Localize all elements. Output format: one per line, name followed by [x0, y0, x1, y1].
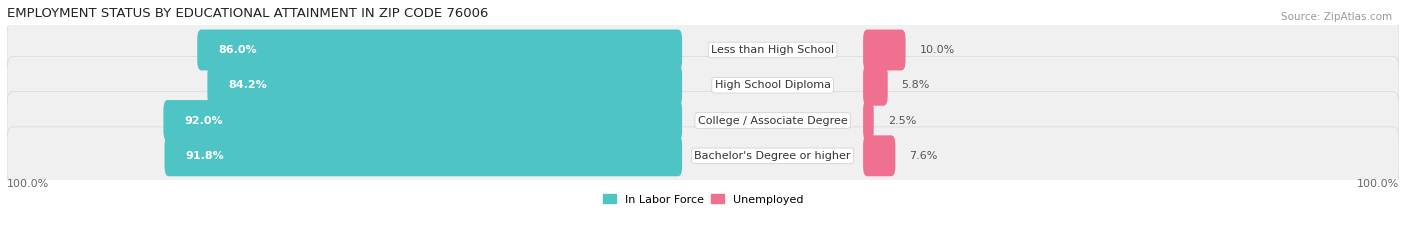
Text: 91.8%: 91.8% — [186, 151, 224, 161]
FancyBboxPatch shape — [863, 100, 873, 141]
Text: High School Diploma: High School Diploma — [714, 80, 831, 90]
Legend: In Labor Force, Unemployed: In Labor Force, Unemployed — [598, 190, 808, 209]
Text: 84.2%: 84.2% — [228, 80, 267, 90]
Text: 92.0%: 92.0% — [184, 116, 224, 126]
FancyBboxPatch shape — [165, 135, 682, 176]
FancyBboxPatch shape — [7, 21, 1399, 79]
FancyBboxPatch shape — [208, 65, 682, 106]
FancyBboxPatch shape — [7, 127, 1399, 185]
FancyBboxPatch shape — [197, 30, 682, 70]
FancyBboxPatch shape — [7, 56, 1399, 114]
FancyBboxPatch shape — [863, 65, 887, 106]
Text: 100.0%: 100.0% — [7, 179, 49, 189]
Text: Source: ZipAtlas.com: Source: ZipAtlas.com — [1281, 12, 1392, 22]
Text: 7.6%: 7.6% — [910, 151, 938, 161]
Text: Less than High School: Less than High School — [711, 45, 834, 55]
Text: 10.0%: 10.0% — [920, 45, 955, 55]
FancyBboxPatch shape — [863, 135, 896, 176]
Text: 5.8%: 5.8% — [901, 80, 929, 90]
Text: 86.0%: 86.0% — [218, 45, 257, 55]
Text: 100.0%: 100.0% — [1357, 179, 1399, 189]
FancyBboxPatch shape — [163, 100, 682, 141]
FancyBboxPatch shape — [863, 30, 905, 70]
Text: Bachelor's Degree or higher: Bachelor's Degree or higher — [695, 151, 851, 161]
Text: College / Associate Degree: College / Associate Degree — [697, 116, 848, 126]
Text: 2.5%: 2.5% — [887, 116, 915, 126]
Text: EMPLOYMENT STATUS BY EDUCATIONAL ATTAINMENT IN ZIP CODE 76006: EMPLOYMENT STATUS BY EDUCATIONAL ATTAINM… — [7, 7, 488, 20]
FancyBboxPatch shape — [7, 92, 1399, 149]
